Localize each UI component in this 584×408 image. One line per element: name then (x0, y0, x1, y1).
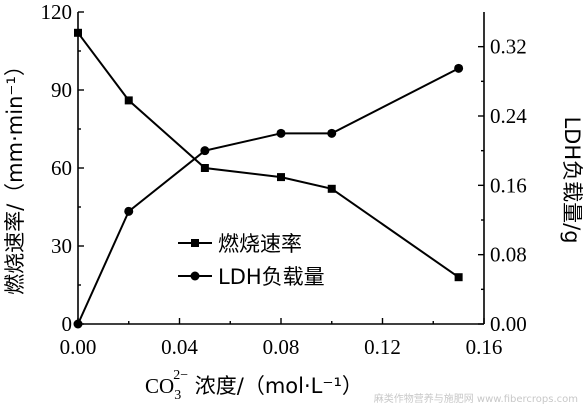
x-tick-label: 0.04 (161, 335, 198, 359)
data-point-square (74, 28, 82, 37)
x-tick-label: 0.16 (466, 335, 503, 359)
legend-marker-circle (190, 271, 200, 281)
watermark: 麻类作物营养与施肥网 www.fibercrops.com (374, 392, 578, 405)
data-point-square (327, 184, 336, 193)
y-left-tick-label: 30 (51, 234, 72, 258)
y-right-tick-label: 0.32 (490, 35, 527, 59)
data-point-circle (327, 128, 337, 138)
x-tick-label: 0.00 (60, 335, 97, 359)
x-axis-title-main: CO (145, 374, 174, 398)
series-line (77, 67, 460, 325)
legend: 燃烧速率 LDH负载量 (178, 232, 325, 289)
x-tick-label: 0.08 (263, 335, 300, 359)
y-axis-right-title: LDH负载量/g (560, 116, 584, 243)
series-layer (73, 28, 464, 329)
x-axis-title-rest: 浓度/（mol·L⁻¹） (188, 374, 363, 398)
data-point-square (277, 173, 285, 182)
y-left-tick-label: 90 (51, 78, 72, 102)
axes: 0.00 0.04 0.08 0.12 0.16 0 30 60 90 120 0.00 0.08 0.… (41, 0, 528, 359)
data-point-square (200, 164, 209, 172)
data-point-square (454, 273, 463, 282)
x-tick-label: 0.12 (364, 335, 401, 359)
y-left-tick-label: 0 (62, 312, 73, 336)
data-point-circle (200, 146, 210, 156)
y-right-tick-label: 0.08 (490, 243, 527, 267)
data-point-circle (276, 128, 286, 138)
legend-label-ldh-load: LDH负载量 (218, 265, 325, 289)
series-ldh-load (73, 63, 464, 329)
y-axis-left-title: 燃烧速率/（mm·min⁻¹） (3, 55, 27, 295)
data-point-square (124, 96, 133, 105)
legend-marker-square (191, 239, 199, 247)
y-right-tick-label: 0.00 (490, 312, 527, 336)
data-point-circle (73, 319, 83, 329)
legend-label-burn-rate: 燃烧速率 (218, 232, 302, 256)
data-point-circle (124, 206, 134, 216)
y-left-tick-label: 120 (41, 0, 73, 24)
y-right-tick-label: 0.24 (490, 104, 527, 128)
series-burn-rate (74, 28, 463, 282)
x-axis-title-co: CO3 2− 浓度/（mol·L⁻¹） (145, 368, 363, 403)
y-left-tick-label: 60 (51, 156, 72, 180)
data-point-circle (454, 63, 464, 73)
x-axis-title-subscript: 3 (174, 388, 181, 403)
x-axis-title-superscript: 2− (173, 368, 188, 383)
y-right-tick-label: 0.16 (490, 173, 527, 197)
series-line (77, 32, 460, 279)
